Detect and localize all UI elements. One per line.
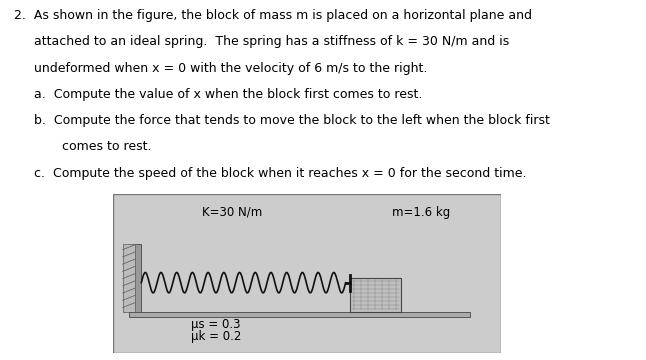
Text: c.  Compute the speed of the block when it reaches x = 0 for the second time.: c. Compute the speed of the block when i… bbox=[14, 167, 526, 180]
Text: 2.  As shown in the figure, the block of mass m is placed on a horizontal plane : 2. As shown in the figure, the block of … bbox=[14, 9, 532, 22]
Text: μs = 0.3: μs = 0.3 bbox=[191, 318, 240, 331]
Text: attached to an ideal spring.  The spring has a stiffness of k = 30 N/m and is: attached to an ideal spring. The spring … bbox=[14, 35, 510, 48]
Text: K=30 N/m: K=30 N/m bbox=[202, 206, 262, 219]
Bar bbox=[350, 278, 401, 312]
Text: m=1.6 kg: m=1.6 kg bbox=[392, 206, 450, 219]
Text: b.  Compute the force that tends to move the block to the left when the block fi: b. Compute the force that tends to move … bbox=[14, 114, 550, 127]
Text: a.  Compute the value of x when the block first comes to rest.: a. Compute the value of x when the block… bbox=[14, 88, 422, 101]
Text: μk = 0.2: μk = 0.2 bbox=[191, 330, 241, 343]
Bar bbox=[123, 244, 135, 312]
Bar bbox=[134, 244, 141, 312]
Bar bbox=[129, 312, 470, 316]
Text: undeformed when x = 0 with the velocity of 6 m/s to the right.: undeformed when x = 0 with the velocity … bbox=[14, 62, 428, 75]
Text: comes to rest.: comes to rest. bbox=[14, 140, 152, 153]
